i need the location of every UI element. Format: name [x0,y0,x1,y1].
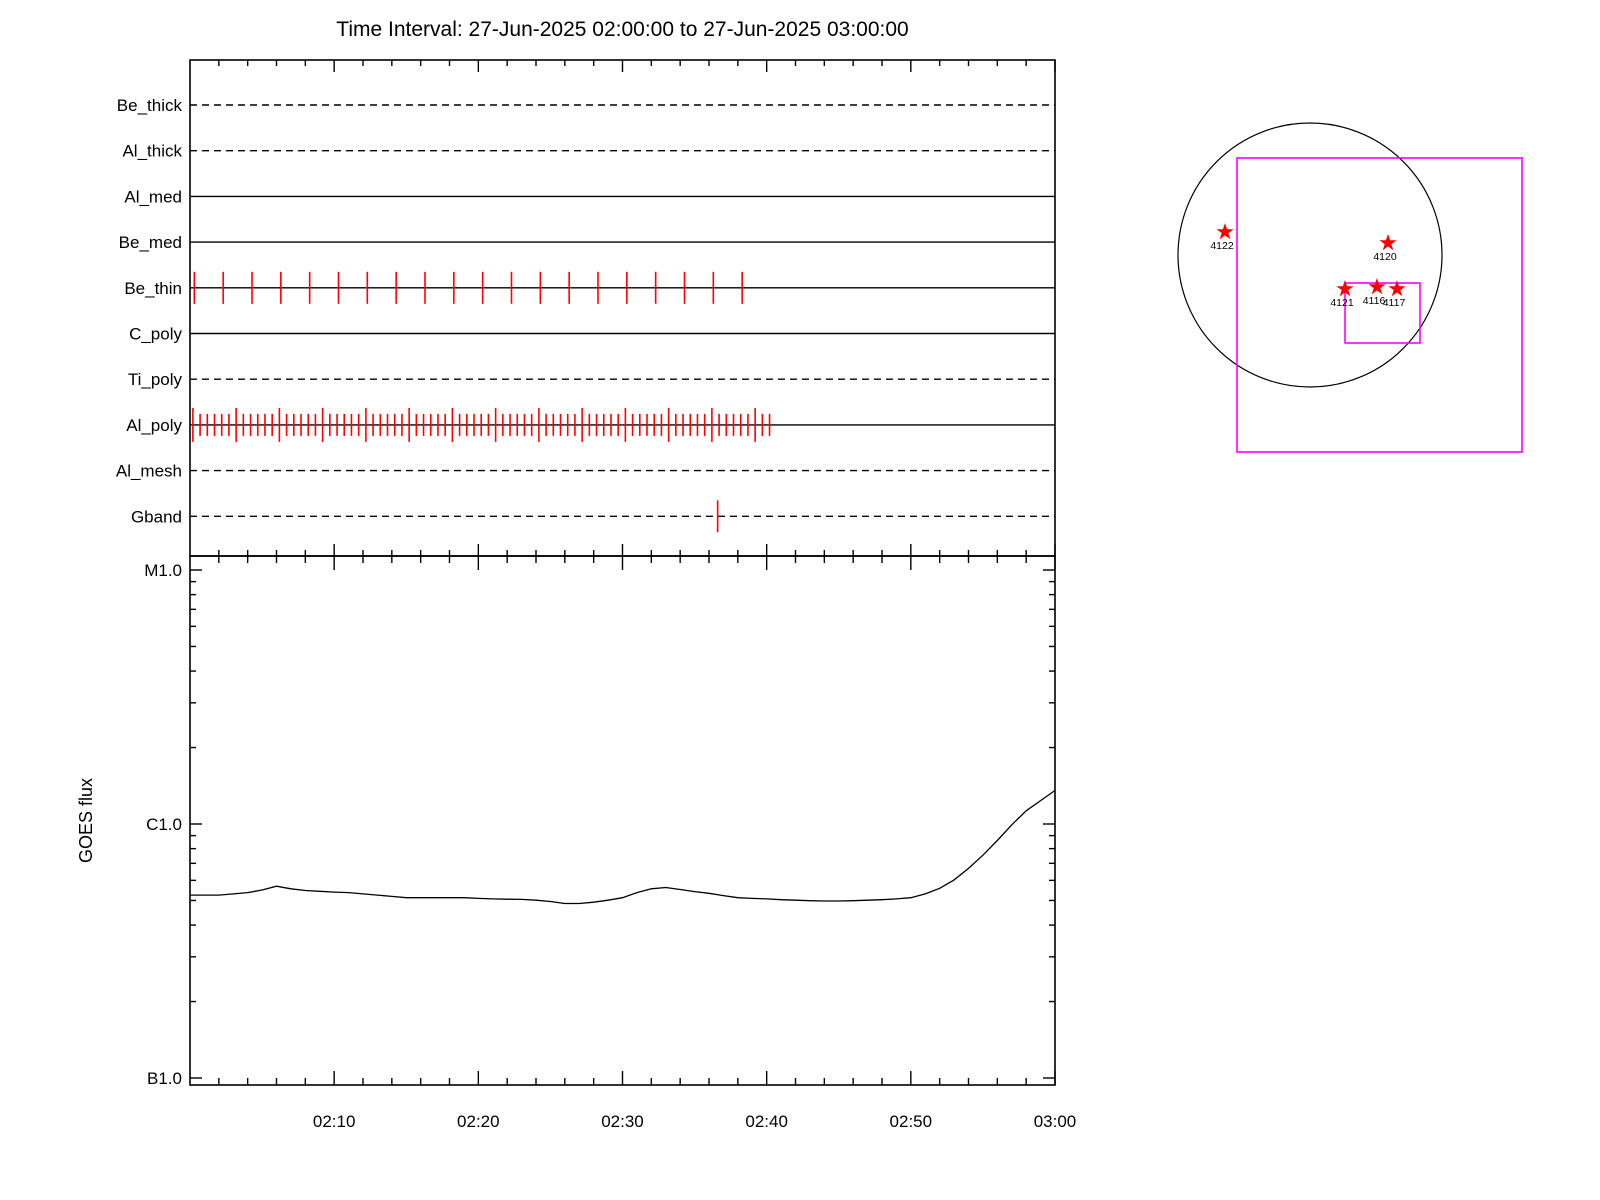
filter-row-Al_poly: Al_poly [126,407,1055,442]
filter-row-Al_mesh: Al_mesh [116,462,1055,481]
goes-flux-curve [190,789,1056,905]
filter-row-C_poly: C_poly [129,325,1055,344]
active-region-label: 4116 [1363,295,1386,307]
fov-box [1344,282,1421,344]
filter-row-label: Be_thick [117,96,183,115]
filter-row-Be_thick: Be_thick [117,96,1055,115]
goes-xtick-label: 02:40 [745,1112,788,1131]
active-region-label: 4122 [1210,240,1234,252]
filter-timeline-panel: Be_thick Al_thick Al_med Be_med Be_thin C_pol… [116,59,1056,557]
filter-row-label: Ti_poly [128,370,183,389]
page-title: Time Interval: 27-Jun-2025 02:00:00 to 2… [336,18,909,41]
filter-row-Ti_poly: Ti_poly [128,370,1055,389]
filter-row-label: Al_med [124,187,182,206]
fov-box [1236,157,1523,453]
active-region-star [1336,280,1354,297]
filter-row-label: Al_poly [126,416,182,435]
active-region-star [1368,278,1386,295]
filter-row-label: Al_thick [122,142,182,161]
active-region-label: 4117 [1383,297,1406,309]
solar-disk [1177,122,1443,388]
active-region-label: 4120 [1373,251,1397,263]
filter-row-label: C_poly [129,325,182,344]
goes-ytick-label: M1.0 [144,561,182,580]
active-region-star [1379,234,1397,251]
filter-row-label: Be_med [119,233,182,252]
goes-xtick-label: 02:10 [313,1112,356,1131]
active-region-star [1216,223,1234,240]
filter-row-Be_med: Be_med [119,233,1055,252]
filter-row-Gband: Gband [131,500,1055,533]
goes-xtick-label: 02:30 [601,1112,644,1131]
goes-xtick-label: 03:00 [1034,1112,1077,1131]
filter-row-Be_thin: Be_thin [124,271,1055,304]
active-region-label: 4121 [1330,297,1354,309]
goes-xtick-label: 02:50 [890,1112,933,1131]
active-region-star [1388,280,1406,297]
goes-ylabel: GOES flux [76,778,96,863]
filter-row-Al_med: Al_med [124,187,1055,206]
goes-flux-panel: M1.0 C1.0 B1.0 02:10 02:20 02:30 02:40 02:50 03:… [76,555,1077,1131]
goes-xtick-label: 02:20 [457,1112,500,1131]
filter-row-label: Al_mesh [116,462,182,481]
filter-row-label: Gband [131,507,182,526]
filter-row-label: Be_thin [124,279,182,298]
goes-ytick-label: C1.0 [146,815,182,834]
goes-ytick-label: B1.0 [147,1069,182,1088]
filter-row-Al_thick: Al_thick [122,142,1055,161]
